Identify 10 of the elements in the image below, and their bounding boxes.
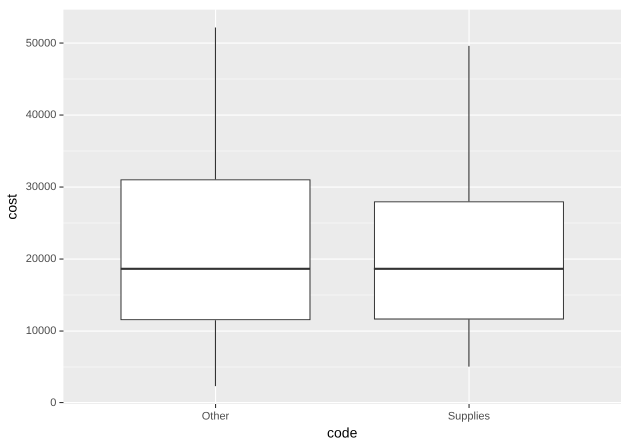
- x-tick-label: Other: [202, 410, 230, 423]
- y-tick-label: 40000: [26, 109, 56, 122]
- y-tick-label: 10000: [26, 324, 56, 337]
- y-tick-label: 0: [50, 396, 56, 409]
- y-axis-title: cost: [3, 194, 20, 220]
- y-tick-label: 50000: [26, 37, 56, 50]
- x-tick-label: Supplies: [448, 410, 491, 423]
- y-tick-label: 30000: [26, 181, 56, 194]
- x-axis-title: code: [327, 424, 358, 440]
- y-tick-label: 20000: [26, 253, 56, 265]
